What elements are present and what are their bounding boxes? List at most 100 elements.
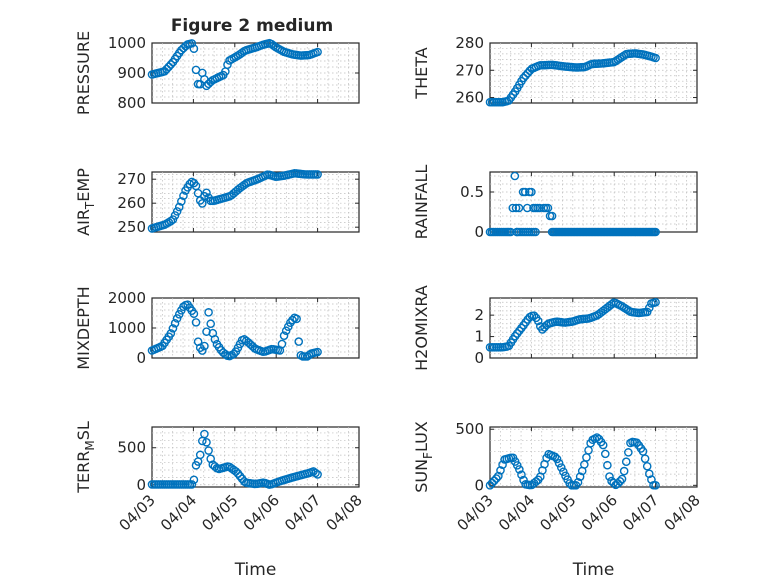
- data-point: [522, 203, 532, 213]
- subplot-air-temp: 250 260 270 AIRTEMP: [74, 168, 360, 236]
- data-point: [496, 466, 505, 475]
- x-tick-label: 04/06: [578, 491, 621, 534]
- data-point: [645, 469, 654, 479]
- y-axis-label: AIRTEMP: [74, 168, 97, 236]
- data-point: [498, 460, 507, 470]
- data-point: [615, 477, 625, 486]
- figure-title: Figure 2 medium: [171, 16, 333, 36]
- data-point: [311, 468, 320, 478]
- y-tick-label: 1000: [108, 319, 146, 337]
- data-point: [592, 433, 602, 442]
- data-point: [200, 429, 209, 439]
- data-point: [511, 203, 521, 213]
- data-point: [603, 460, 612, 470]
- data-point: [313, 170, 322, 179]
- data-point: [223, 60, 232, 69]
- data-point: [168, 324, 178, 333]
- y-axis-label: SUNFLUX: [412, 421, 435, 493]
- data-point: [550, 452, 560, 462]
- y-tick-label: 0: [136, 349, 146, 367]
- y-axis-label: H2OMIXRA: [412, 285, 431, 371]
- y-tick-label: 260: [117, 194, 146, 212]
- y-tick-label: 0: [474, 223, 484, 241]
- data-point: [520, 187, 530, 197]
- subplot-theta: 260 270 280 THETA: [412, 34, 698, 107]
- x-tick-label: 04/08: [661, 491, 704, 534]
- y-axis-label: THETA: [412, 47, 431, 99]
- data-point: [508, 203, 518, 213]
- data-point: [575, 472, 585, 481]
- data-point: [200, 341, 209, 351]
- data-point: [168, 215, 178, 224]
- data-point: [229, 349, 239, 359]
- y-tick-label: 500: [455, 420, 484, 438]
- data-point: [517, 470, 526, 480]
- y-tick-label: 270: [455, 61, 484, 79]
- data-point: [651, 297, 660, 307]
- data-point: [235, 471, 245, 481]
- data-point: [286, 318, 295, 327]
- data-point: [187, 39, 197, 48]
- data-point: [489, 476, 499, 486]
- data-point: [554, 458, 564, 468]
- data-point: [605, 472, 614, 481]
- data-point: [172, 314, 182, 323]
- y-tick-label: 2000: [108, 289, 146, 307]
- data-point: [491, 474, 501, 483]
- y-tick-label: 0: [474, 476, 484, 494]
- data-point: [607, 300, 616, 309]
- data-point: [288, 315, 297, 325]
- data-point: [543, 203, 553, 213]
- data-point: [283, 322, 293, 332]
- y-tick-label: 800: [117, 94, 146, 112]
- y-tick-label: 260: [455, 89, 484, 107]
- y-tick-label: 900: [117, 64, 146, 82]
- data-point: [162, 64, 171, 74]
- y-tick-label: 280: [455, 34, 484, 52]
- x-tick-label: 04/03: [116, 491, 159, 534]
- data-point: [179, 302, 188, 312]
- data-point: [515, 465, 524, 474]
- y-axis-label: RAINFALL: [412, 165, 431, 240]
- data-point: [221, 349, 230, 359]
- data-point: [559, 467, 568, 477]
- data-point: [281, 326, 291, 336]
- data-point: [313, 47, 322, 57]
- data-point: [547, 211, 557, 221]
- data-point: [494, 471, 503, 481]
- data-point: [531, 477, 541, 486]
- data-point: [277, 339, 287, 349]
- data-point: [233, 469, 243, 478]
- data-point: [166, 60, 176, 69]
- data-point: [621, 457, 631, 467]
- data-point: [647, 475, 656, 484]
- data-point: [204, 446, 213, 455]
- data-point: [527, 187, 536, 197]
- y-tick-label: 1: [474, 328, 484, 346]
- data-point: [556, 463, 566, 472]
- data-point: [172, 207, 182, 216]
- y-axis-label: TERRMSL: [74, 421, 97, 494]
- data-point: [533, 316, 543, 326]
- data-point: [177, 197, 186, 206]
- y-tick-label: 0: [136, 476, 146, 494]
- data-point: [552, 454, 562, 464]
- y-tick-label: 2: [474, 306, 484, 324]
- data-point: [642, 461, 652, 471]
- x-tick-label: 04/07: [619, 491, 662, 534]
- x-tick-label: 04/04: [157, 491, 200, 534]
- data-point: [624, 448, 633, 457]
- data-point: [521, 71, 530, 80]
- data-point: [198, 346, 207, 355]
- data-point: [231, 467, 241, 476]
- data-point: [160, 67, 169, 76]
- x-axis-label: Time: [234, 560, 277, 580]
- data-point: [294, 337, 304, 346]
- data-point: [189, 475, 199, 485]
- subplot-pressure: 800 900 1000 PRESSURE: [74, 31, 360, 115]
- data-point: [313, 470, 322, 479]
- data-point: [514, 203, 524, 213]
- y-axis-label: PRESSURE: [74, 31, 93, 115]
- data-point: [512, 461, 522, 470]
